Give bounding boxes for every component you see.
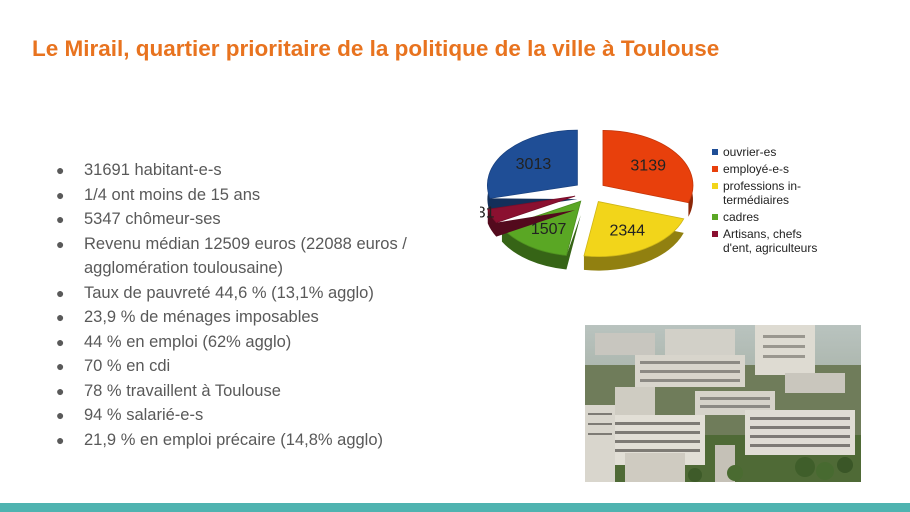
bullet-item: ● 1/4 ont moins de 15 ans: [52, 183, 472, 208]
bullet-dot-icon: ●: [56, 309, 65, 325]
bullet-text: 78 % travaillent à Toulouse: [84, 381, 281, 400]
pie-slice-top: [487, 195, 576, 224]
pie-value-labels: 3013 3139 2344 1507 431: [480, 156, 666, 240]
pie-slice-side: [501, 215, 581, 270]
bullet-item: ● Taux de pauvreté 44,6 % (13,1% agglo): [52, 281, 472, 306]
bullet-item: ● 94 % salarié-e-s: [52, 403, 472, 428]
bullet-item: ● Revenu médian 12509 euros (22088 euros …: [52, 232, 472, 281]
bullet-text: 23,9 % de ménages imposables: [84, 308, 319, 326]
pie-value-label: 3013: [516, 156, 552, 173]
bullet-text: 1/4 ont moins de 15 ans: [84, 185, 261, 204]
bullet-dot-icon: ●: [56, 235, 65, 252]
pie-slice-side: [583, 215, 684, 271]
bullet-item: ● 21,9 % en emploi précaire (14,8% agglo): [52, 428, 472, 453]
bullet-item: ● 5347 chômeur-ses: [52, 207, 472, 232]
legend-label: Artisans, chefs: [723, 227, 802, 241]
legend-swatch: [712, 183, 718, 189]
legend-swatch: [712, 149, 718, 155]
pie-slices: [487, 129, 694, 271]
bullet-dot-icon: ●: [56, 333, 65, 350]
pie-value-label: 2344: [609, 223, 645, 240]
bullet-item: ● 23,9 % de ménages imposables: [52, 305, 472, 330]
bullet-dot-icon: ●: [56, 358, 65, 374]
pie-value-label: 3139: [630, 157, 666, 174]
bullet-list: ● 31691 habitant-e-s ● 1/4 ont moins de 15…: [52, 158, 472, 452]
bullet-text: 44 % en emploi (62% agglo): [84, 332, 292, 351]
bullet-item: ● 31691 habitant-e-s: [52, 158, 472, 183]
pie-slice-top: [487, 129, 578, 199]
legend-label: ouvrier-es: [723, 145, 776, 159]
pie-legend: ouvrier-es employé-e-s professions in-term…: [712, 145, 817, 255]
pie-slice-side: [487, 209, 576, 237]
pie-chart: 3013 3139 2344 1507 431 ouvrier-es employé-e-…: [480, 129, 817, 271]
bullet-item: ● 78 % travaillent à Toulouse: [52, 379, 472, 404]
legend-swatch: [712, 231, 718, 237]
neighborhood-photo: [585, 325, 861, 482]
bullet-dot-icon: ●: [56, 162, 65, 178]
pie-slice: [602, 130, 694, 217]
pie-slice: [487, 129, 578, 213]
bullet-text: 21,9 % en emploi précaire (14,8% agglo): [84, 430, 384, 449]
pie-value-label: 431: [480, 205, 495, 222]
legend-label: cadres: [723, 210, 759, 224]
pie-slice-top: [602, 130, 694, 204]
legend-label: professions in-: [723, 179, 801, 193]
bottom-accent-bar: [0, 503, 910, 512]
bullet-text: Taux de pauvreté 44,6 % (13,1% agglo): [84, 283, 374, 302]
legend-swatch: [712, 214, 718, 220]
aerial-housing-image: [585, 325, 861, 482]
bullet-dot-icon: ●: [56, 431, 65, 448]
pie-value-label: 1507: [531, 221, 567, 238]
pie-slice: [487, 195, 576, 237]
bullet-text: 94 % salarié-e-s: [84, 406, 204, 424]
bullet-item: ● 70 % en cdi: [52, 354, 472, 379]
bullet-dot-icon: ●: [56, 186, 65, 203]
slide-title: Le Mirail, quartier prioritaire de la po…: [32, 36, 720, 61]
bullet-text: 5347 chômeur-ses: [84, 210, 221, 228]
legend-label: termédiaires: [723, 193, 789, 207]
bullet-text: 70 % en cdi: [84, 357, 171, 375]
pie-slice-top: [583, 201, 685, 257]
bullet-item: ● 44 % en emploi (62% agglo): [52, 330, 472, 355]
bullet-dot-icon: ●: [56, 284, 65, 301]
bullet-dot-icon: ●: [56, 407, 65, 423]
legend-label: d'ent, agriculteurs: [723, 241, 817, 255]
legend-label: employé-e-s: [723, 162, 789, 176]
pie-slice: [583, 201, 685, 271]
bullet-dot-icon: ●: [56, 382, 65, 399]
bullet-text: 31691 habitant-e-s: [84, 161, 222, 179]
legend-swatch: [712, 166, 718, 172]
bullet-dot-icon: ●: [56, 211, 65, 227]
bullet-text: Revenu médian 12509 euros (22088 euros /…: [84, 234, 407, 278]
